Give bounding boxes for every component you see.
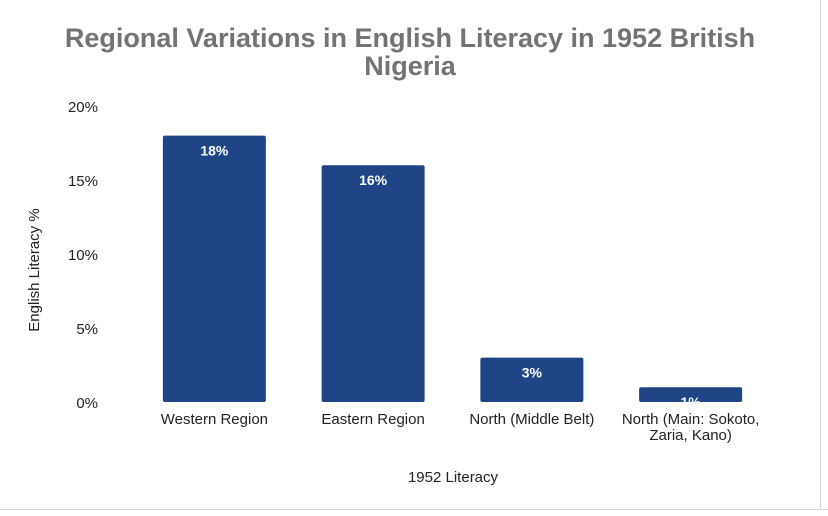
x-tick-label: Eastern Region xyxy=(321,411,424,428)
x-tick-label-line: North (Main: Sokoto, xyxy=(622,411,760,428)
bar xyxy=(639,387,743,402)
x-tick-label-line: Zaria, Kano) xyxy=(649,427,732,444)
y-tick-label: 0% xyxy=(76,395,98,412)
sheet-gridline-right xyxy=(820,0,828,515)
x-axis-ticks: Western Region Eastern Region North (Middl… xyxy=(161,411,760,444)
y-tick-label: 15% xyxy=(68,173,98,190)
bar-data-label: 1% xyxy=(681,394,702,410)
bar xyxy=(321,165,425,402)
x-tick-label: Western Region xyxy=(161,411,268,428)
x-tick-label: North (Middle Belt) xyxy=(469,411,594,428)
x-axis-label: 1952 Literacy xyxy=(408,469,499,486)
x-tick-label: North (Main: Sokoto, Zaria, Kano) xyxy=(622,411,760,444)
bar xyxy=(480,357,584,402)
chart-title: Regional Variations in English Literacy … xyxy=(64,23,756,81)
y-axis-ticks: 0% 5% 10% 15% 20% xyxy=(68,99,98,412)
x-tick-label-line: Eastern Region xyxy=(321,411,424,428)
y-tick-label: 10% xyxy=(68,247,98,264)
y-tick-label: 20% xyxy=(68,99,98,116)
y-axis-label: English Literacy % xyxy=(26,208,43,331)
y-tick-label: 5% xyxy=(76,321,98,338)
bar-data-label: 18% xyxy=(200,143,229,159)
x-tick-label-line: Western Region xyxy=(161,411,268,428)
x-tick-label-line: North (Middle Belt) xyxy=(469,411,594,428)
sheet-gridline-bottom xyxy=(0,509,828,516)
bars: 18% 16% 3% 1% xyxy=(162,135,743,410)
bar-data-label: 16% xyxy=(359,172,388,188)
bar xyxy=(162,135,266,402)
bar-data-label: 3% xyxy=(522,365,543,381)
